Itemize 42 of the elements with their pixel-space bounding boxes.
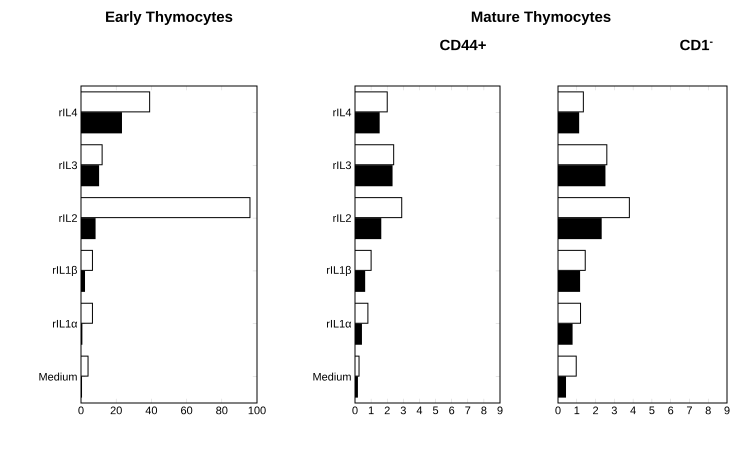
x-tick-label: 7 [465,406,470,414]
y-tick-label: rIL1α [327,320,352,328]
x-tick-label: 6 [668,406,674,414]
y-tick-label: rIL4 [59,108,78,116]
x-tick-label: 0 [555,406,561,414]
y-tick-label: Medium [39,372,77,381]
x-tick-label: 60 [181,406,192,414]
y-tick-label: rIL2 [59,214,77,222]
x-tick-label: 6 [449,406,454,414]
chart-subtitle: CD44+ [440,40,486,50]
text: Mature Thymocytes [472,11,611,25]
x-tick-label: 20 [110,406,122,414]
x-tick-label: 5 [432,406,438,414]
x-tick-label: 80 [216,406,228,414]
x-tick-label: 8 [706,406,711,414]
y-tick-label: rIL2 [333,214,351,222]
x-tick-label: 7 [686,406,692,414]
y-tick-label: rIL1α [52,320,78,328]
chart-title: Early Thymocytes [106,11,232,25]
x-tick-label: 9 [724,406,730,414]
y-tick-label: rIL1β [327,266,352,276]
x-tick-label: 1 [368,406,374,414]
y-tick-label: Medium [313,372,351,381]
chart-subtitle: CD1$^{-}$ [680,40,713,50]
y-tick-label: rIL3 [333,161,351,170]
x-tick-label: 4 [416,406,422,414]
x-tick-label: 0 [78,406,84,414]
x-tick-label: 1 [574,406,580,414]
x-tick-label: 5 [649,406,654,414]
x-tick-label: 2 [593,406,598,414]
y-tick-label: rIL1β [53,266,78,276]
x-tick-label: 4 [630,406,636,414]
x-tick-label: 0 [352,406,358,414]
y-tick-label: rIL4 [333,108,352,116]
x-tick-label: 100 [248,406,266,414]
x-tick-label: 8 [481,406,486,414]
x-tick-label: 3 [400,406,406,414]
x-tick-label: 40 [146,406,158,414]
x-tick-label: 9 [497,406,503,414]
x-tick-label: 2 [384,406,390,414]
x-tick-label: 3 [612,406,617,414]
y-tick-label: rIL3 [59,161,77,170]
